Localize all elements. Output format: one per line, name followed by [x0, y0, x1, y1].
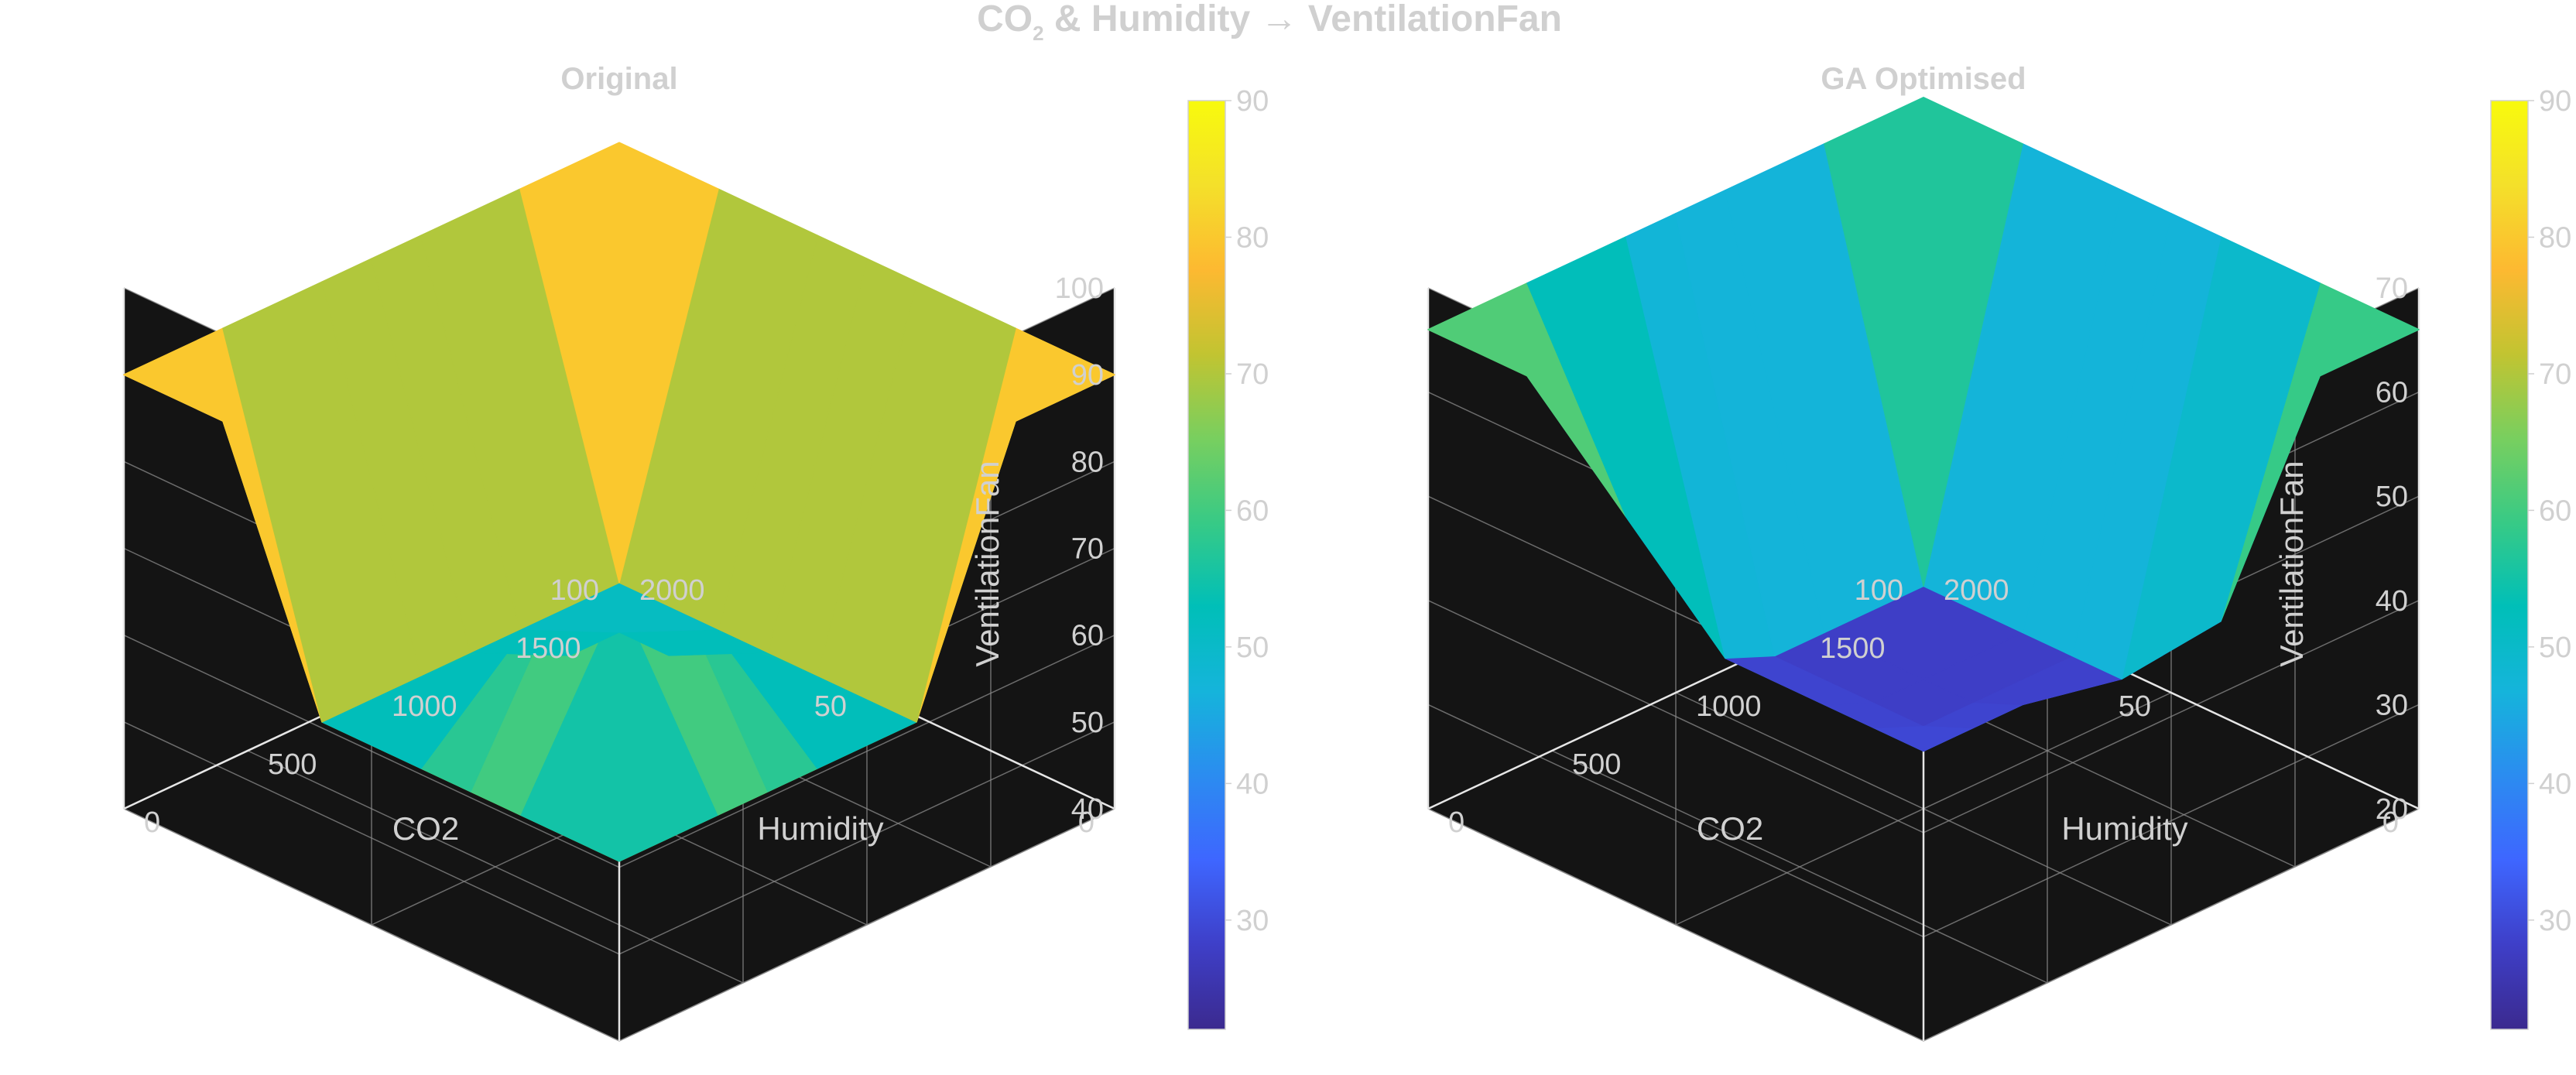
- colorbar-bar: [1187, 100, 1226, 1030]
- y-tick-label: 500: [268, 748, 317, 781]
- colorbar-tick-label: 70: [1236, 358, 1269, 391]
- z-tick-label: 50: [1071, 707, 1104, 739]
- y-tick-label: 500: [1572, 748, 1621, 781]
- z-tick-label: 100: [1055, 272, 1104, 305]
- panel-title: GA Optimised: [1821, 62, 2026, 96]
- x-axis-label: Humidity: [2061, 810, 2187, 847]
- figure-title-rest: & Humidity → VentilationFan: [1044, 0, 1562, 39]
- z-tick-label: 60: [2376, 377, 2408, 409]
- colorbar-tick-label: 50: [1236, 632, 1269, 664]
- colorbar-tick-label: 40: [2539, 768, 2571, 800]
- gridline: [123, 634, 620, 868]
- surface-patch: [519, 142, 719, 584]
- gridline: [123, 721, 620, 955]
- panel-title: Original: [560, 62, 677, 96]
- colorbar-tick-label: 40: [1236, 768, 1269, 800]
- z-tick-label: 50: [2376, 481, 2408, 513]
- colorbar-tick-label: 90: [1236, 85, 1269, 118]
- colorbar-tick-label: 60: [2539, 495, 2571, 527]
- colorbar-tick-label: 30: [1236, 905, 1269, 937]
- figure-title: CO2 & Humidity → VentilationFan: [977, 0, 1562, 45]
- gridline: [1551, 750, 2048, 984]
- y-tick-label: 0: [144, 806, 160, 839]
- x-tick-label: 100: [1855, 574, 1903, 607]
- surface: [1427, 97, 2420, 752]
- colorbar-tick-label: 80: [2539, 221, 2571, 254]
- z-tick-label: 20: [2376, 793, 2408, 826]
- z-axis-label: VentilationFan: [2273, 460, 2310, 666]
- x-tick-label: 0: [2382, 806, 2399, 839]
- colorbar-bar: [2490, 100, 2529, 1030]
- colorbar: 30 40 50 60 70 80 90: [1187, 85, 1269, 1030]
- colorbar-tick-label: 30: [2539, 905, 2571, 937]
- x-axis-label: Humidity: [757, 810, 883, 847]
- colorbar-tick-label: 80: [1236, 221, 1269, 254]
- gridline: [618, 634, 1115, 868]
- colorbar-tick-label: 70: [2539, 358, 2571, 391]
- gridline: [1427, 808, 1924, 1042]
- gridline: [618, 721, 1115, 955]
- z-tick-label: 40: [2376, 585, 2408, 618]
- y-tick-label: 1000: [392, 690, 457, 723]
- gridline: [1427, 600, 1924, 834]
- gridline: [1923, 808, 2420, 1042]
- y-tick-label: 2000: [1944, 574, 2009, 607]
- z-tick-label: 70: [1071, 533, 1104, 566]
- figure-title-main: CO: [977, 0, 1033, 39]
- z-tick-label: 60: [1071, 620, 1104, 652]
- gridline: [123, 808, 620, 1042]
- y-tick-label: 1500: [1820, 632, 1886, 665]
- gridline: [247, 750, 744, 984]
- y-axis-label: CO2: [392, 810, 459, 847]
- figure-title-subscript: 2: [1033, 22, 1043, 45]
- y-tick-label: 0: [1448, 806, 1464, 839]
- z-axis-label: VentilationFan: [969, 460, 1005, 666]
- x-tick-label: 100: [550, 574, 599, 607]
- x-tick-label: 0: [1078, 806, 1094, 839]
- z-tick-label: 90: [1071, 359, 1104, 392]
- y-tick-label: 1500: [516, 632, 581, 665]
- panel-ga-optimised: 2030405060700501000500100015002000Humidi…: [1427, 62, 2571, 1042]
- y-axis-label: CO2: [1697, 810, 1763, 847]
- z-tick-label: 40: [1071, 793, 1104, 826]
- x-tick-label: 50: [814, 690, 847, 723]
- colorbar-tick-label: 50: [2539, 632, 2571, 664]
- colorbar-tick-label: 60: [1236, 495, 1269, 527]
- panel-original: 4050607080901000501000500100015002000Hum…: [122, 62, 1269, 1042]
- x-tick-label: 50: [2119, 690, 2151, 723]
- gridline: [1427, 704, 1924, 938]
- gridline: [1923, 600, 2420, 834]
- surface: [123, 142, 1115, 862]
- colorbar: 30 40 50 60 70 80 90: [2490, 85, 2571, 1030]
- gridline: [1923, 704, 2420, 938]
- y-tick-label: 1000: [1696, 690, 1762, 723]
- gridline: [618, 808, 1115, 1042]
- z-tick-label: 70: [2376, 272, 2408, 305]
- surface-patch: [1824, 97, 2023, 587]
- y-tick-label: 2000: [639, 574, 705, 607]
- colorbar-tick-label: 90: [2539, 85, 2571, 118]
- z-tick-label: 30: [2376, 689, 2408, 721]
- z-tick-label: 80: [1071, 446, 1104, 478]
